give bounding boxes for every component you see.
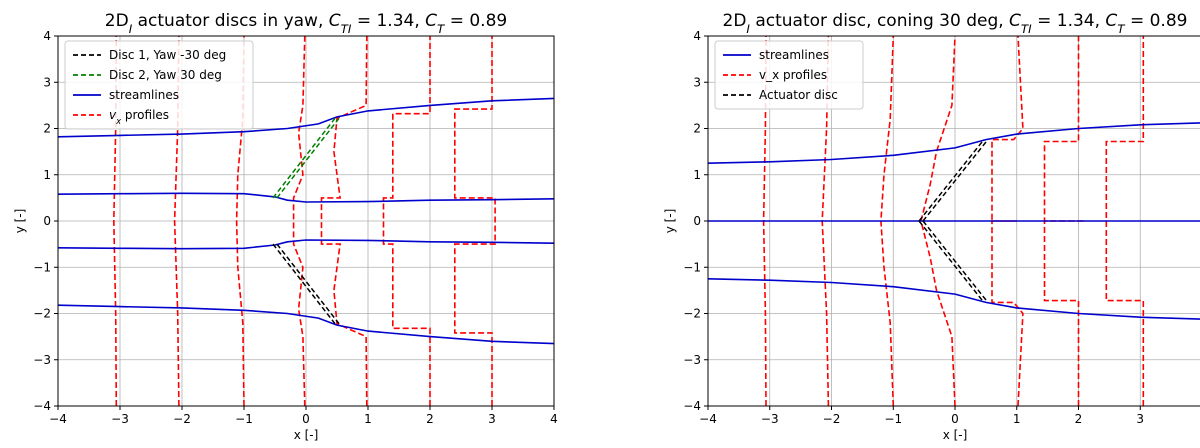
y-tick-label: −1 xyxy=(33,260,51,274)
streamline-0 xyxy=(708,122,1200,164)
y-tick-label: 1 xyxy=(693,168,701,182)
plot-panel-coning: −4 −3 −2 −1 0 1 2 3 −4 −3 −2 −1 0 1 2 3 4 x [-] y [-] 2DI a… xyxy=(663,11,1200,442)
legend-label: streamlines xyxy=(109,88,179,102)
vx-profile-6 xyxy=(454,36,496,406)
y-tick-label: −4 xyxy=(33,399,51,413)
y-tick-label: 4 xyxy=(693,29,701,43)
y-tick-label: −3 xyxy=(33,353,51,367)
x-tick-label: −3 xyxy=(761,412,779,426)
legend: Disc 1, Yaw -30 deg Disc 2, Yaw 30 deg str… xyxy=(64,40,254,130)
x-tick-label: 4 xyxy=(550,412,558,426)
legend-label: Disc 2, Yaw 30 deg xyxy=(109,68,222,82)
vx-profile-5 xyxy=(1043,36,1085,406)
y-tick-label: 2 xyxy=(693,122,701,136)
chart-title-part: = 0.89 xyxy=(444,11,507,31)
legend-box xyxy=(714,40,864,110)
chart-title-part: T xyxy=(1117,22,1126,36)
legend-box xyxy=(64,40,254,130)
chart-title: 2DI actuator disc, coning 30 deg, CTI = … xyxy=(723,11,1188,36)
legend-label: Disc 1, Yaw -30 deg xyxy=(109,48,226,62)
chart-title-part: C xyxy=(1009,11,1021,31)
x-axis-label: x [-] xyxy=(294,428,319,442)
streamline-3 xyxy=(58,304,554,345)
y-tick-label: 0 xyxy=(43,214,51,228)
x-tick-label: 3 xyxy=(1136,412,1144,426)
y-tick-label: 0 xyxy=(693,214,701,228)
x-tick-label: 2 xyxy=(1075,412,1083,426)
actuator-disc-1 xyxy=(918,220,985,303)
chart-title-part: TI xyxy=(341,22,352,36)
chart-title-part: C xyxy=(425,11,437,31)
streamline-2 xyxy=(58,239,554,250)
chart-title-part: TI xyxy=(1021,22,1032,36)
chart-title-part: I xyxy=(746,22,750,36)
actuator-disc-1 xyxy=(272,117,336,199)
chart-title-part: T xyxy=(437,22,446,36)
legend: streamlines v_x profiles Actuator disc xyxy=(714,40,864,110)
vx-profile-3 xyxy=(292,36,306,406)
y-tick-label: −2 xyxy=(33,307,51,321)
chart-title-part: = 1.34, xyxy=(1032,11,1106,31)
y-tick-label: −3 xyxy=(683,353,701,367)
chart-title-part: actuator disc, coning 30 deg, xyxy=(750,11,1009,31)
actuator-disc-0 xyxy=(922,139,989,222)
x-tick-label: 0 xyxy=(302,412,310,426)
vx-profile-2 xyxy=(235,36,245,406)
y-axis-label: y [-] xyxy=(13,209,27,234)
plot-area xyxy=(58,36,554,406)
x-tick-label: 1 xyxy=(1013,412,1021,426)
legend-label-part: x xyxy=(115,116,122,126)
x-tick-label: −1 xyxy=(235,412,253,426)
y-axis-label: y [-] xyxy=(663,209,677,234)
legend-label-part: v xyxy=(109,108,117,122)
legend-label: Actuator disc xyxy=(759,88,838,102)
legend-label-part: profiles xyxy=(121,108,169,122)
x-tick-label: −4 xyxy=(49,412,67,426)
chart-title-part: I xyxy=(129,22,133,36)
y-tick-label: 1 xyxy=(43,168,51,182)
y-tick-label: −4 xyxy=(683,399,701,413)
chart-title-part: C xyxy=(1105,11,1117,31)
streamline-1 xyxy=(58,192,554,203)
legend-label: vx profiles xyxy=(109,108,169,126)
x-axis-label: x [-] xyxy=(943,428,968,442)
y-tick-label: 4 xyxy=(43,29,51,43)
chart-title-part: C xyxy=(329,11,341,31)
x-tick-label: −4 xyxy=(699,412,717,426)
plot-area xyxy=(708,36,1200,406)
y-tick-label: −2 xyxy=(683,307,701,321)
legend-label: v_x profiles xyxy=(759,68,827,82)
chart-title-part: actuator discs in yaw, xyxy=(132,11,329,31)
x-tick-label: 3 xyxy=(488,412,496,426)
actuator-disc-0 xyxy=(918,139,985,222)
streamline-0 xyxy=(58,97,554,138)
y-tick-label: 2 xyxy=(43,122,51,136)
actuator-disc-0 xyxy=(276,243,340,325)
actuator-disc-1 xyxy=(922,220,989,303)
chart-title-part: 2D xyxy=(723,11,747,31)
x-tick-label: 2 xyxy=(426,412,434,426)
y-tick-label: −1 xyxy=(683,260,701,274)
streamline-2 xyxy=(708,278,1200,320)
chart-title-part: 2D xyxy=(105,11,129,31)
x-tick-label: 1 xyxy=(364,412,372,426)
x-tick-label: −1 xyxy=(884,412,902,426)
y-tick-label: 3 xyxy=(43,75,51,89)
legend-label: streamlines xyxy=(759,48,829,62)
actuator-disc-0 xyxy=(272,243,336,325)
x-tick-label: −2 xyxy=(823,412,841,426)
x-tick-label: −2 xyxy=(173,412,191,426)
chart-title: 2DI actuator discs in yaw, CTI = 1.34, C… xyxy=(105,11,507,36)
actuator-disc-1 xyxy=(276,117,340,199)
chart-title-part: = 0.89 xyxy=(1125,11,1188,31)
chart-title-part: = 1.34, xyxy=(351,11,425,31)
x-tick-label: −3 xyxy=(111,412,129,426)
y-tick-label: 3 xyxy=(693,75,701,89)
x-tick-label: 0 xyxy=(951,412,959,426)
